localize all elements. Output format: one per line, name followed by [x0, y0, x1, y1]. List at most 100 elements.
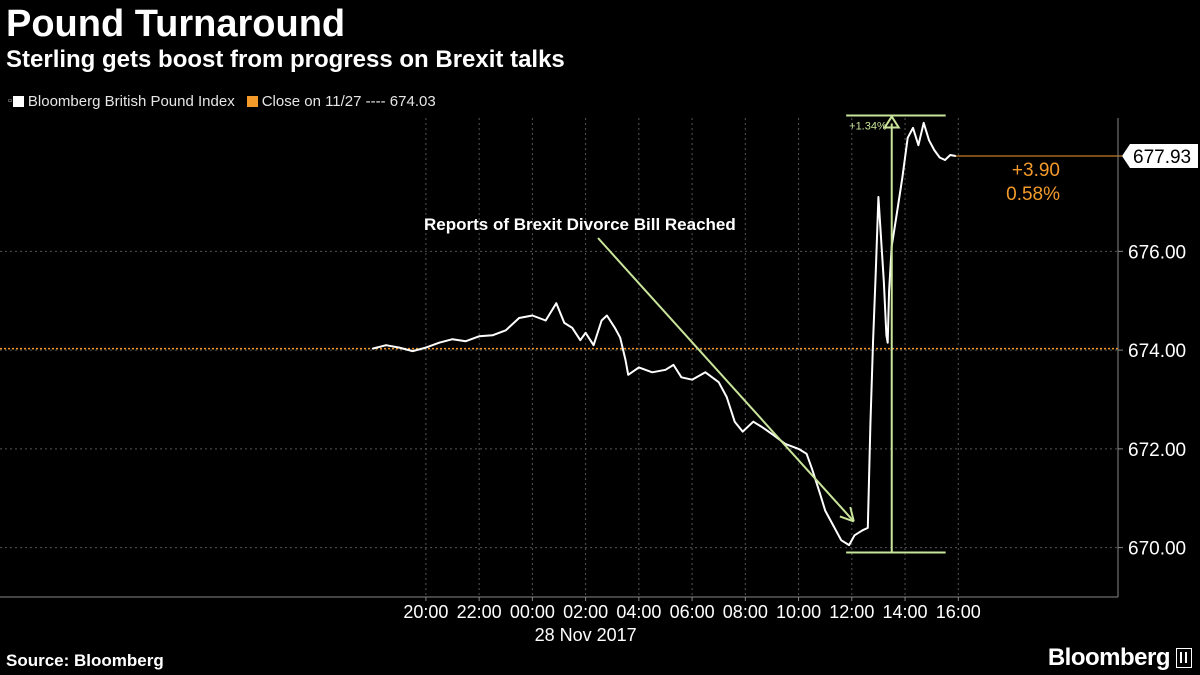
price-point [922, 122, 925, 124]
price-point [938, 156, 941, 159]
legend-series-swatch [12, 95, 24, 107]
price-point [853, 534, 856, 537]
price-point [824, 509, 826, 512]
price-point [664, 369, 667, 371]
price-point [638, 366, 640, 369]
price-point [680, 376, 683, 379]
legend-series-marker-icon: ▫ [8, 95, 12, 107]
annotation-arrow-line [597, 237, 855, 523]
axis-layer: 20:00 22:00 00:00 02:00 04:00 06:00 08:00 10:00… [0, 118, 1186, 645]
x-tick-label: 20:00 [403, 602, 448, 622]
price-point [385, 344, 387, 346]
price-point [888, 290, 890, 292]
legend-close-swatch [246, 95, 258, 107]
price-point [627, 373, 630, 376]
price-point [571, 327, 574, 329]
price-point [491, 334, 494, 337]
x-tick-label: 14:00 [883, 602, 928, 622]
chart-subtitle: Sterling gets boost from progress on Bre… [6, 46, 565, 73]
price-point [478, 335, 480, 338]
price-point [848, 544, 850, 546]
price-point [504, 329, 507, 332]
x-tick-label: 22:00 [457, 602, 502, 622]
series-layer [371, 121, 957, 547]
legend: ▫ Bloomberg British Pound Index Close on… [8, 91, 448, 111]
x-tick-label: 12:00 [829, 602, 874, 622]
price-point [917, 144, 920, 146]
price-point [725, 396, 728, 398]
bloomberg-terminal-icon [1176, 648, 1192, 668]
price-point [874, 270, 877, 272]
x-tick-label: 00:00 [510, 602, 555, 622]
price-point [832, 524, 834, 527]
annotation-layer: 677.93 +3.90 0.58% Reports of Brexit Divorc… [424, 114, 1198, 554]
y-tick-label: 674.00 [1128, 341, 1186, 362]
price-point [691, 378, 693, 381]
price-point [819, 492, 821, 495]
price-point [912, 127, 914, 129]
price-point [805, 452, 808, 455]
price-point [555, 302, 558, 304]
x-tick-label: 16:00 [936, 602, 981, 622]
price-point [901, 176, 904, 179]
price-point [371, 347, 374, 350]
price-point [672, 364, 675, 366]
y-tick-label: 672.00 [1128, 440, 1186, 461]
price-point [398, 346, 401, 349]
price-point [544, 319, 547, 322]
x-tick-label: 10:00 [776, 602, 821, 622]
price-point [438, 341, 441, 344]
price-point [411, 350, 414, 352]
legend-item-series: ▫ Bloomberg British Pound Index [8, 93, 235, 110]
price-point [619, 336, 622, 339]
x-tick-label: 06:00 [670, 602, 715, 622]
price-point [886, 341, 889, 344]
price-point [872, 339, 874, 342]
price-point [896, 211, 898, 213]
price-point [882, 280, 885, 282]
price-point [741, 430, 744, 433]
price-point [944, 159, 946, 161]
change-pct-label: 0.58% [1006, 184, 1060, 205]
brand-text: Bloomberg [1047, 644, 1171, 671]
price-point [465, 340, 467, 343]
price-point [518, 317, 520, 319]
legend-close-label: Close on 11/27 ---- 674.03 [261, 92, 436, 110]
chart-title: Pound Turnaround [6, 3, 346, 45]
price-point [531, 314, 534, 317]
price-point [717, 381, 720, 383]
price-point [624, 359, 627, 361]
x-axis-label: 28 Nov 2017 [535, 625, 637, 645]
grid-layer [0, 118, 1118, 597]
legend-item-close: Close on 11/27 ---- 674.03 [246, 92, 436, 110]
price-point [928, 139, 930, 142]
x-tick-label: 04:00 [616, 602, 661, 622]
price-point [771, 433, 773, 435]
price-point [579, 339, 582, 342]
price-point [885, 334, 888, 337]
last-value-label: 677.93 [1133, 147, 1191, 168]
price-point [906, 136, 909, 139]
price-point [752, 420, 755, 423]
price-point [584, 332, 587, 334]
price-point [869, 423, 872, 425]
price-point [563, 322, 566, 324]
price-point [797, 448, 800, 450]
brexit-report-annotation: Reports of Brexit Divorce Bill Reached [424, 215, 736, 234]
x-tick-label: 08:00 [723, 602, 768, 622]
price-point [704, 371, 707, 374]
price-point [861, 529, 864, 532]
price-point [866, 527, 869, 529]
price-point [840, 539, 842, 542]
legend-series-label: Bloomberg British Pound Index [27, 92, 235, 110]
price-point [811, 467, 813, 470]
range-pct-label: +1.34% [849, 121, 887, 133]
source-note: Source: Bloomberg [6, 651, 164, 670]
price-point [733, 420, 736, 423]
y-tick-label: 676.00 [1128, 242, 1186, 263]
price-point [606, 314, 608, 317]
price-point [651, 371, 653, 374]
price-point [600, 319, 603, 322]
price-point [592, 344, 595, 346]
